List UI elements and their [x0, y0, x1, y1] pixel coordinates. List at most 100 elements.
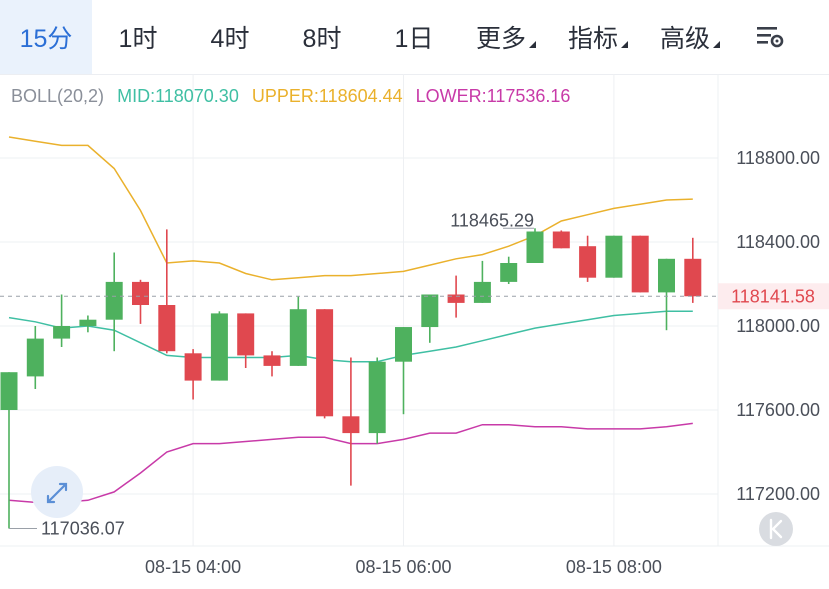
y-tick-label: 118800.00: [736, 148, 820, 168]
candle[interactable]: [289, 296, 307, 366]
candle[interactable]: [552, 230, 570, 249]
tab-label: 4时: [210, 25, 250, 53]
candle-body: [368, 361, 386, 434]
tab-8h[interactable]: 8时: [276, 0, 368, 74]
y-tick-label: 118000.00: [736, 316, 820, 336]
boll-upper-line: [8, 136, 693, 281]
tab-advanced[interactable]: 高级: [644, 0, 736, 74]
candle-body: [263, 355, 281, 366]
candle-body: [473, 281, 491, 303]
candle-body: [342, 416, 360, 434]
candle-body: [526, 231, 544, 263]
candle-body: [579, 246, 597, 278]
candle-body: [316, 309, 334, 417]
candle-body: [237, 313, 255, 356]
candle[interactable]: [53, 294, 71, 348]
candle-body: [210, 313, 228, 381]
candle[interactable]: [684, 237, 702, 303]
candle-body: [684, 258, 702, 297]
boll-mid-label: MID:: [117, 86, 155, 106]
tab-1d[interactable]: 1日: [368, 0, 460, 74]
tab-1h[interactable]: 1时: [92, 0, 184, 74]
timeframe-tabs: 15分 1时 4时 8时 1日 更多 指标 高级: [0, 0, 829, 75]
tab-label: 8时: [302, 25, 342, 53]
jump-to-latest-icon: [769, 518, 783, 540]
y-tick-label: 117600.00: [736, 400, 820, 420]
expand-chart-button[interactable]: [31, 466, 83, 518]
tab-label: 15分: [19, 25, 73, 53]
boll-lower-label: LOWER:: [416, 86, 487, 106]
dropdown-caret-icon: [529, 40, 536, 48]
candle[interactable]: [132, 279, 149, 324]
candle[interactable]: [342, 357, 360, 486]
candle[interactable]: [237, 313, 255, 368]
candle[interactable]: [263, 351, 281, 377]
y-tick-label: 117200.00: [736, 484, 820, 504]
x-tick-label: 08-15 06:00: [355, 557, 451, 577]
boll-upper-value: 118604.44: [319, 86, 403, 106]
candle-body: [631, 235, 649, 293]
candle[interactable]: [79, 315, 97, 333]
max-price-label: 118465.29: [450, 210, 534, 230]
tab-15min[interactable]: 15分: [0, 0, 92, 74]
dropdown-caret-icon: [713, 40, 720, 48]
y-tick-label: 118400.00: [736, 232, 820, 252]
candle-body: [53, 326, 71, 339]
min-price-label: 117036.07: [41, 518, 125, 538]
candle-body: [105, 281, 123, 320]
candle[interactable]: [184, 349, 202, 400]
scroll-to-latest-button[interactable]: [759, 512, 793, 546]
candle-body: [26, 338, 44, 377]
x-tick-label: 08-15 04:00: [145, 557, 241, 577]
boll-upper-label: UPPER:: [252, 86, 319, 106]
boll-mid-value: 118070.30: [155, 86, 239, 106]
tab-label: 指标: [567, 25, 618, 53]
candle[interactable]: [658, 258, 675, 331]
tab-indicators[interactable]: 指标: [552, 0, 644, 74]
dropdown-caret-icon: [621, 40, 628, 48]
chart-settings-button[interactable]: [736, 0, 806, 74]
tab-4h[interactable]: 4时: [184, 0, 276, 74]
candle-body: [447, 294, 465, 303]
candle[interactable]: [105, 252, 123, 352]
candle[interactable]: [421, 294, 439, 343]
candle-body: [158, 305, 176, 352]
boll-name: BOLL(20,2): [11, 86, 104, 106]
candle-body: [500, 263, 518, 282]
candle-body: [552, 231, 570, 249]
expand-icon: [46, 482, 68, 504]
tab-more[interactable]: 更多: [460, 0, 552, 74]
candle[interactable]: [500, 256, 518, 284]
candle[interactable]: [368, 357, 386, 444]
candle[interactable]: [210, 311, 228, 381]
candle-body: [395, 327, 412, 362]
candle-body: [79, 319, 97, 326]
candle[interactable]: [395, 327, 412, 415]
tab-label: 1时: [118, 25, 158, 53]
candle[interactable]: [526, 228, 544, 263]
candle-body: [132, 281, 149, 305]
chart-settings-icon: [757, 27, 784, 48]
candle-body: [0, 372, 18, 410]
candlestick-chart[interactable]: 118800.00 118400.00 118000.00 117600.00 1172…: [0, 74, 829, 589]
tab-label: 高级: [659, 25, 710, 53]
x-tick-label: 08-15 08:00: [566, 557, 662, 577]
candle[interactable]: [0, 372, 18, 529]
candle[interactable]: [579, 235, 597, 282]
candle-body: [289, 309, 307, 366]
candle[interactable]: [631, 235, 649, 293]
current-price-box: [718, 283, 829, 310]
current-price-label: 118141.58: [731, 286, 815, 306]
candle-body: [421, 294, 439, 328]
candle-body: [658, 258, 675, 293]
candle-body: [605, 235, 623, 278]
tab-label: 1日: [394, 25, 434, 53]
candle[interactable]: [158, 229, 176, 354]
candle-body: [184, 353, 202, 381]
candle[interactable]: [605, 235, 623, 278]
candle[interactable]: [316, 309, 334, 419]
boll-lower-value: 117536.16: [487, 86, 571, 106]
boll-legend: BOLL(20,2) MID:118070.30 UPPER:118604.44…: [11, 86, 570, 106]
candle[interactable]: [26, 326, 44, 389]
tab-label: 更多: [475, 25, 526, 53]
